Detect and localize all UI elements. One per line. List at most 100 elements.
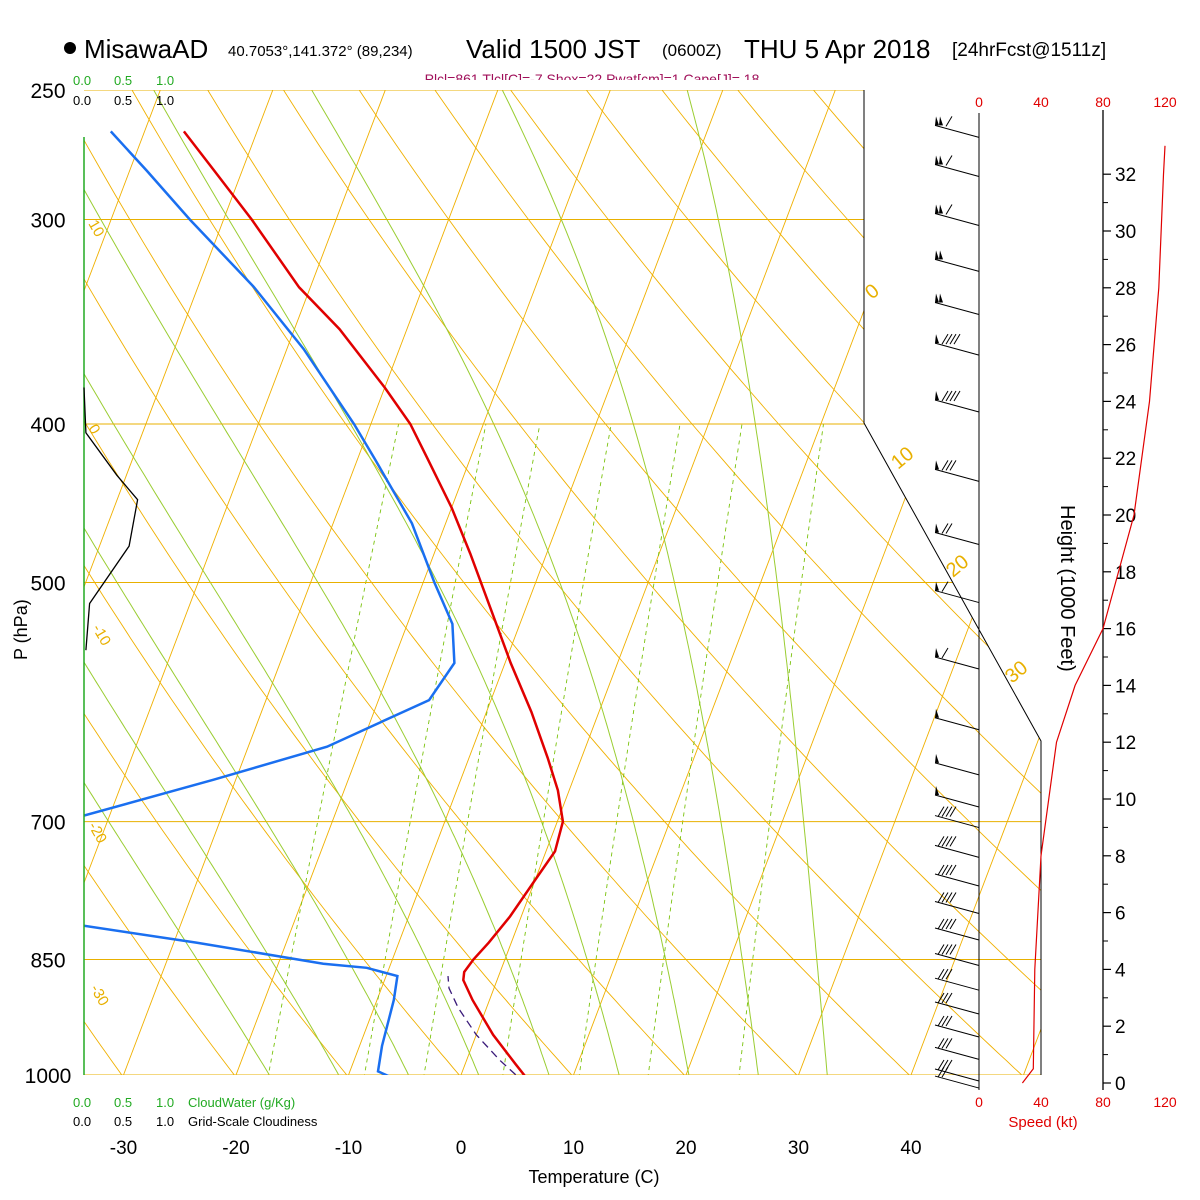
wind-barb-flag <box>945 390 953 402</box>
wind-barb-staff <box>934 873 980 887</box>
temp-tick-20: 20 <box>675 1138 696 1159</box>
mixing-ratio-line <box>734 423 824 1075</box>
wind-barb-flag <box>949 918 957 930</box>
cloud-bottom-black-2: 1.0 <box>156 1114 174 1129</box>
wind-barb-pennant <box>935 390 939 400</box>
dry-adiabat <box>115 90 946 1075</box>
wind-barb-flag <box>941 1015 949 1027</box>
station-name: MisawaAD <box>84 34 208 64</box>
wind-barb-pennant <box>939 250 943 260</box>
wind-barb-flag <box>941 647 949 659</box>
wind-barb-flag <box>941 992 949 1004</box>
wind-barb-staff <box>934 1046 980 1060</box>
wind-barb <box>934 647 980 670</box>
wind-barb-pennant <box>935 116 939 126</box>
isotherm-label: -10 <box>89 621 115 648</box>
cloud-bottom-green-2: 1.0 <box>156 1095 174 1110</box>
wind-barb-flag <box>945 864 953 876</box>
wind-barb-pennant <box>935 293 939 303</box>
wind-barb-staff <box>934 844 980 858</box>
wind-barb-flag <box>937 864 945 876</box>
wind-barb <box>934 836 980 858</box>
mixing-ratio-label: 20 <box>726 1079 749 1102</box>
wind-barb-staff <box>934 794 980 808</box>
wind-barb-flag <box>949 892 957 903</box>
mixing-ratio-label: 3 <box>410 1086 429 1103</box>
wind-barb <box>934 390 980 413</box>
wind-barb-flag <box>945 944 953 955</box>
wind-barb-flag <box>949 390 957 402</box>
wind-barb-staff <box>934 977 980 991</box>
wind-barb-flag <box>945 918 953 930</box>
chart-header: MisawaAD 40.7053°,141.372° (89,234) Vali… <box>0 0 1200 87</box>
wind-barb-pennant <box>935 648 939 658</box>
wind-barb-pennant <box>935 708 939 718</box>
wind-barb-pennant <box>935 155 939 165</box>
wind-barb-flag <box>941 1066 949 1078</box>
wind-barb-staff <box>934 258 980 272</box>
dry-adiabat <box>489 90 1041 1075</box>
wind-barb-flag <box>945 333 953 345</box>
wind-barb-flag <box>941 581 949 592</box>
wind-barb-pennant <box>935 753 939 763</box>
height-tick-label-8: 8 <box>1115 847 1126 868</box>
height-tick-label-0: 0 <box>1115 1074 1126 1095</box>
wind-barb-staff <box>934 1024 980 1038</box>
wind-barb <box>934 708 980 731</box>
mixing-ratio-label: 12 <box>635 1079 658 1102</box>
wind-barb <box>934 944 980 967</box>
wind-barb-flag <box>949 333 957 345</box>
wind-barb-staff <box>934 815 980 829</box>
moist-adiabat <box>294 90 696 1075</box>
wind-barb-staff <box>934 717 980 731</box>
mixing-ratio-label: 2 <box>351 1086 370 1103</box>
temp-tick--20: -20 <box>222 1138 249 1159</box>
height-tick-label-24: 24 <box>1115 392 1137 413</box>
wind-barb-flag <box>953 333 961 345</box>
cloud-top-black-2: 1.0 <box>156 93 174 108</box>
wind-barb <box>934 892 980 914</box>
isotherm-line <box>222 90 622 1075</box>
wind-barb <box>934 116 980 138</box>
dry-adiabat <box>1163 61 1200 1110</box>
isotherm-line <box>84 90 397 1075</box>
isotherm-label: -30 <box>87 982 113 1009</box>
speed-top-0: 0 <box>975 94 983 110</box>
wind-barb <box>934 333 980 356</box>
wind-barb <box>934 753 980 776</box>
wind-barb-pennant <box>939 155 943 165</box>
wind-barb <box>934 864 980 887</box>
cloud-top-green-2: 1.0 <box>156 73 174 88</box>
wind-barb-pennant <box>935 250 939 260</box>
dry-adiabat <box>84 90 262 1075</box>
dry-adiabat <box>863 90 1041 1075</box>
wind-barb-flag <box>941 892 949 903</box>
pressure-axis-label: P (hPa) <box>11 599 31 660</box>
wind-barb-staff <box>934 342 980 356</box>
temp-tick-10: 10 <box>563 1138 584 1159</box>
height-tick-label-14: 14 <box>1115 676 1137 697</box>
speed-top-40: 40 <box>1033 94 1049 110</box>
wind-barb <box>934 204 980 227</box>
cloud-top-green-0: 0.0 <box>73 73 91 88</box>
height-tick-label-26: 26 <box>1115 336 1136 357</box>
temp-tick--30: -30 <box>110 1138 137 1159</box>
height-tick-label-32: 32 <box>1115 165 1136 186</box>
temperature-axis-label: Temperature (C) <box>528 1167 659 1187</box>
wind-barb-flag <box>941 944 949 955</box>
wind-barb-staff <box>934 468 980 482</box>
temp-tick-0: 0 <box>456 1138 467 1159</box>
speed-bottom-120: 120 <box>1153 1094 1177 1110</box>
height-tick-label-28: 28 <box>1115 279 1136 300</box>
wind-barb-flag <box>945 155 953 166</box>
moist-adiabat <box>84 90 359 1075</box>
dry-adiabat <box>84 90 832 1075</box>
wind-barb-flag <box>941 864 949 876</box>
dry-adiabat <box>84 90 490 1075</box>
cloud-bottom-green-1: 0.5 <box>114 1095 132 1110</box>
wind-barb-flag <box>941 836 949 847</box>
mixing-ratio-line <box>261 423 400 1075</box>
wind-barb <box>934 992 980 1015</box>
wind-barb-staff <box>934 901 980 914</box>
